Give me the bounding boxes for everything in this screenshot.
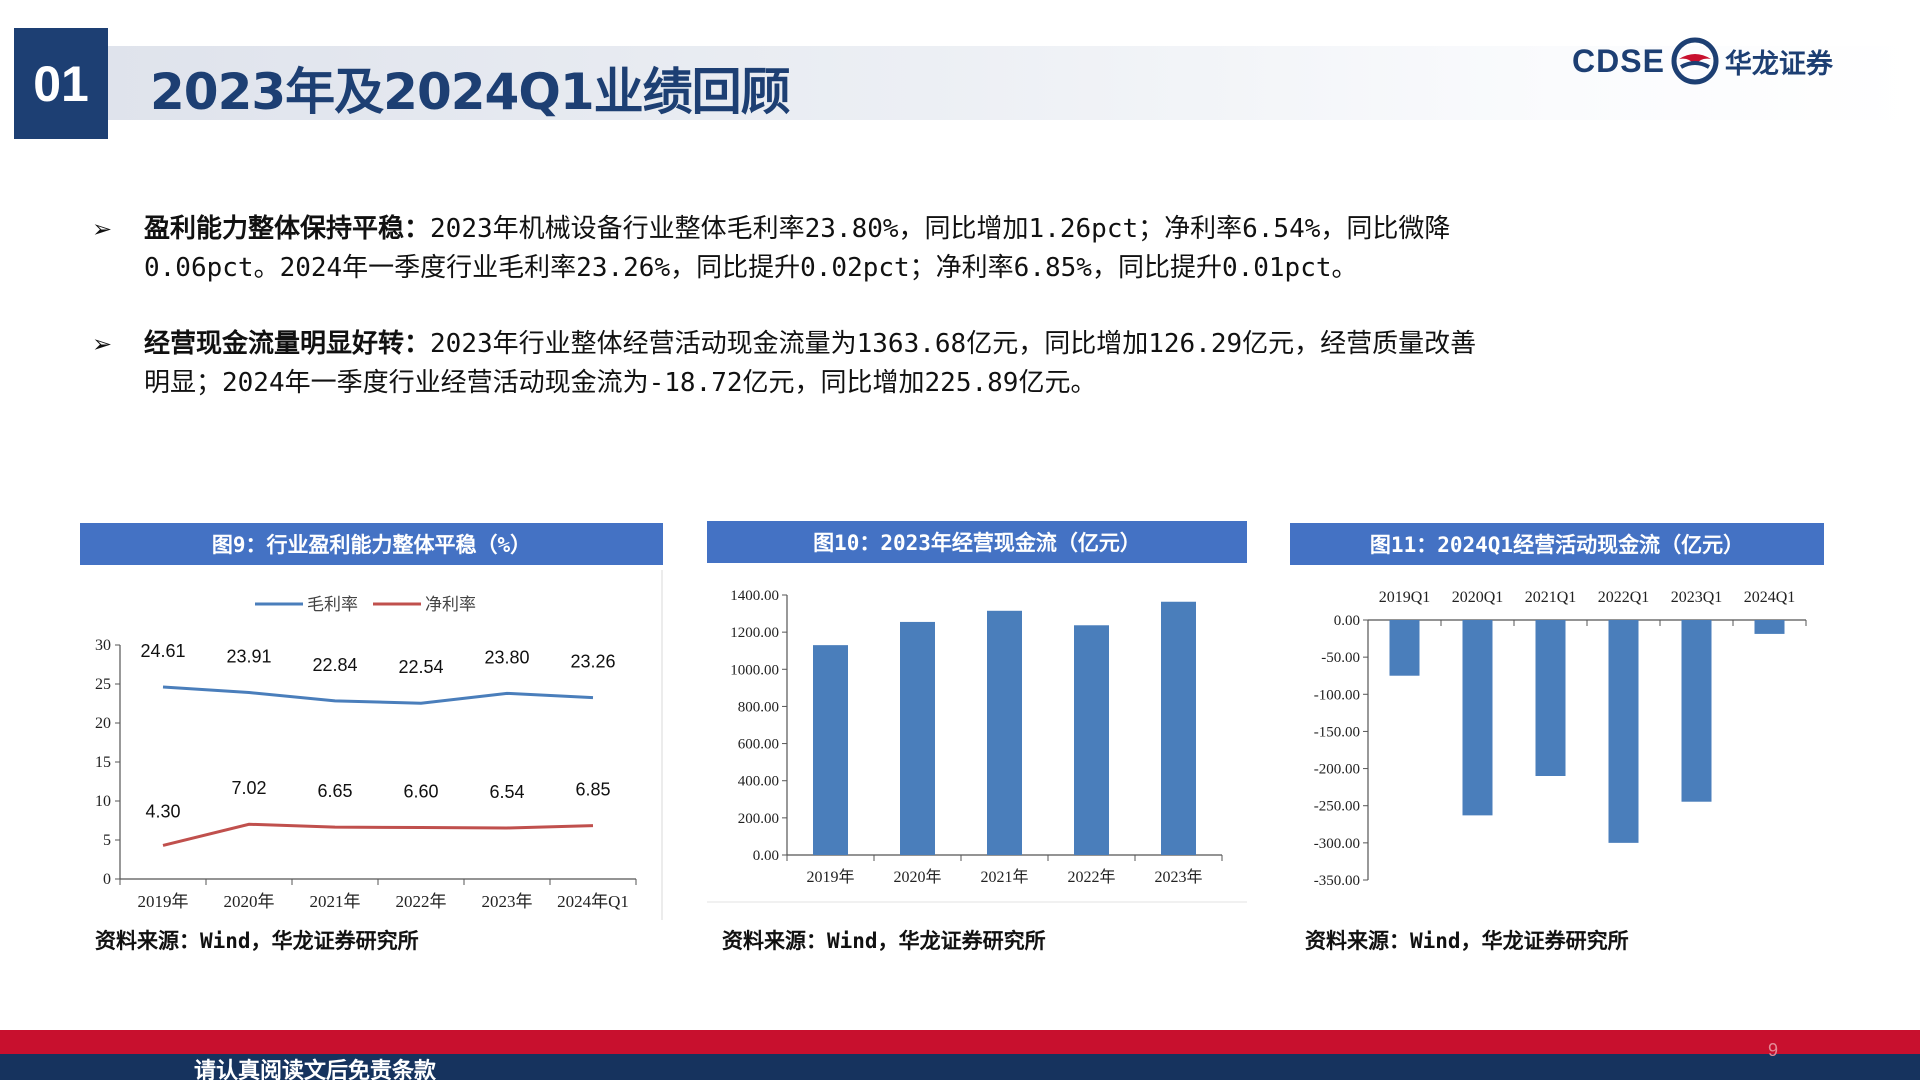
bar	[1161, 601, 1196, 855]
x-tick-label: 2021年	[310, 892, 361, 911]
y-tick-label: 20	[95, 715, 111, 732]
footer-blue-bar	[0, 1054, 1920, 1080]
data-label: 23.91	[226, 647, 271, 667]
section-number: 01	[14, 28, 108, 139]
bar	[900, 621, 935, 855]
arrow-bullet-icon: ➢	[92, 215, 113, 243]
chart11-title: 图11：2024Q1经营活动现金流（亿元）	[1290, 523, 1824, 565]
chart10-title: 图10：2023年经营现金流（亿元）	[707, 521, 1247, 563]
y-tick-label: 10	[95, 793, 111, 810]
bar	[1754, 620, 1785, 634]
y-tick-label: -300.00	[1314, 836, 1360, 852]
series-line-gross-margin	[162, 685, 594, 705]
y-tick-label: -100.00	[1314, 687, 1360, 703]
y-tick-label: 800.00	[738, 699, 779, 715]
x-tick-label: 2024Q1	[1744, 589, 1796, 606]
chart10-source: 资料来源：Wind，华龙证券研究所	[722, 929, 1046, 953]
x-tick-label: 2022Q1	[1598, 589, 1650, 606]
y-tick-label: -150.00	[1314, 724, 1360, 740]
chart9-title: 图9：行业盈利能力整体平稳（%）	[80, 523, 663, 565]
bar	[1074, 625, 1109, 855]
x-tick-label: 2023Q1	[1671, 589, 1723, 606]
y-tick-label: -350.00	[1314, 873, 1360, 889]
x-tick-label: 2023年	[482, 892, 533, 911]
x-tick-label: 2021Q1	[1525, 589, 1577, 606]
dragon-logo-icon	[1671, 37, 1719, 85]
x-tick-label: 2019Q1	[1379, 589, 1431, 606]
bullet-heading: 经营现金流量明显好转：	[144, 329, 431, 359]
y-tick-label: 1200.00	[730, 625, 779, 641]
data-label: 22.84	[312, 655, 357, 675]
y-tick-label: 30	[95, 637, 111, 654]
bullet-profitability: ➢ 盈利能力整体保持平稳：2023年机械设备行业整体毛利率23.80%，同比增加…	[92, 210, 1752, 288]
y-tick-label: 200.00	[738, 811, 779, 827]
bullet-text-cont: 明显；2024年一季度行业经营活动现金流为-18.72亿元，同比增加225.89…	[144, 368, 1097, 398]
data-label: 6.54	[489, 782, 524, 802]
disclaimer-link[interactable]: 请认真阅读文后免责条款	[194, 1059, 437, 1084]
x-tick-label: 2023年	[1154, 868, 1202, 886]
data-label: 6.65	[317, 781, 352, 801]
chart9-line-chart: 毛利率 净利率 0 5 10 15 20 25 30 2019年 2020年 2021年 2022年 2…	[95, 570, 663, 920]
x-tick-label: 2022年	[396, 892, 447, 911]
y-tick-label: 400.00	[738, 774, 779, 790]
x-tick-label: 2019年	[138, 892, 189, 911]
y-tick-label: -250.00	[1314, 799, 1360, 815]
x-tick-label: 2024年Q1	[557, 892, 629, 911]
y-tick-label: -50.00	[1321, 650, 1360, 666]
logo-text-en: CDSE	[1572, 42, 1665, 79]
y-tick-label: 600.00	[738, 737, 779, 753]
header-band	[108, 46, 1920, 120]
x-tick-label: 2021年	[980, 868, 1028, 886]
x-tick-label: 2020年	[224, 892, 275, 911]
y-tick-label: 15	[95, 754, 111, 771]
bullet-text-cont: 0.06pct。2024年一季度行业毛利率23.26%，同比提升0.02pct；…	[144, 253, 1358, 283]
bullet-text: 2023年机械设备行业整体毛利率23.80%，同比增加1.26pct；净利率6.…	[430, 214, 1451, 244]
chart11-source: 资料来源：Wind，华龙证券研究所	[1305, 929, 1629, 953]
bar	[1389, 620, 1420, 676]
bullet-text: 2023年行业整体经营活动现金流量为1363.68亿元，同比增加126.29亿元…	[430, 329, 1477, 359]
data-label: 6.60	[403, 782, 438, 802]
legend-label: 毛利率	[307, 595, 358, 614]
data-label: 22.54	[398, 657, 443, 677]
data-label: 4.30	[145, 801, 180, 821]
y-tick-label: 1400.00	[730, 588, 779, 604]
bar	[1535, 620, 1566, 776]
footer-red-bar	[0, 1030, 1920, 1054]
x-tick-label: 2020年	[893, 868, 941, 886]
chart11-bar-chart: 0.00 -50.00 -100.00 -150.00 -200.00 -250.00 -3…	[1314, 589, 1807, 889]
data-label: 23.80	[484, 647, 529, 667]
bar	[1462, 620, 1493, 816]
bar	[1681, 620, 1712, 802]
page-number: 9	[1768, 1040, 1779, 1060]
chart9-source: 资料来源：Wind，华龙证券研究所	[95, 929, 419, 953]
logo-text-cn: 华龙证券	[1724, 48, 1833, 80]
series-line-net-margin	[162, 822, 594, 847]
bullet-heading: 盈利能力整体保持平稳：	[144, 214, 431, 244]
bar	[987, 610, 1022, 855]
data-label: 23.26	[570, 652, 615, 672]
y-tick-label: 0.00	[753, 848, 779, 864]
y-tick-label: 0	[103, 871, 111, 888]
bar	[813, 645, 848, 855]
x-tick-label: 2020Q1	[1452, 589, 1504, 606]
data-label: 7.02	[231, 778, 266, 798]
y-tick-label: 25	[95, 676, 111, 693]
x-tick-label: 2022年	[1067, 868, 1115, 886]
data-label: 6.85	[575, 780, 610, 800]
x-tick-label: 2019年	[806, 868, 854, 886]
y-tick-label: 1000.00	[730, 662, 779, 678]
arrow-bullet-icon: ➢	[92, 330, 113, 358]
chart10-bar-chart: 0.00 200.00 400.00 600.00 800.00 1000.00 1200.…	[707, 588, 1247, 903]
legend-label: 净利率	[425, 595, 476, 614]
page-title: 2023年及2024Q1业绩回顾	[150, 63, 791, 121]
y-tick-label: -200.00	[1314, 762, 1360, 778]
bullet-cashflow: ➢ 经营现金流量明显好转：2023年行业整体经营活动现金流量为1363.68亿元…	[92, 325, 1752, 403]
y-tick-label: 0.00	[1334, 613, 1360, 629]
data-label: 24.61	[140, 641, 185, 661]
y-tick-label: 5	[103, 832, 111, 849]
company-logo: CDSE 华龙证券	[1572, 36, 1833, 86]
bar	[1608, 620, 1639, 843]
